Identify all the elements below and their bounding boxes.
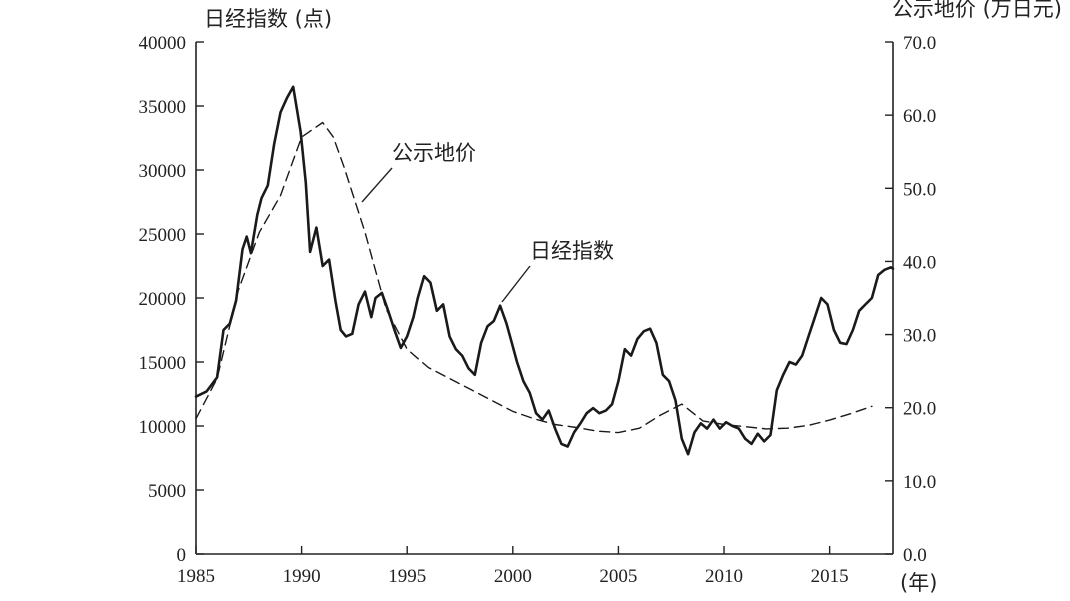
annotation-land-price: 公示地价: [392, 141, 476, 165]
leader-line-nikkei: [501, 265, 531, 303]
right-axis-title: 公示地价 (万日元): [892, 0, 1062, 21]
left-tick-label: 35000: [139, 97, 187, 118]
x-tick-label: 2000: [494, 566, 532, 587]
x-tick-label: 1995: [388, 566, 426, 587]
right-tick-label: 40.0: [903, 252, 936, 273]
left-tick-label: 0: [177, 545, 187, 566]
left-tick-label: 15000: [139, 353, 187, 374]
right-y-axis: 0.0 10.0 20.0 30.0 40.0 50.0 60.0 70.0: [885, 33, 936, 566]
right-tick-label: 60.0: [903, 106, 936, 127]
left-tick-label: 25000: [139, 225, 187, 246]
right-tick-label: 0.0: [903, 545, 927, 566]
left-y-axis: 0 5000 10000 15000 20000 25000 30000 35000 40000: [139, 33, 204, 566]
left-axis-title: 日经指数 (点): [204, 7, 332, 31]
x-tick-label: 2005: [599, 566, 637, 587]
left-tick-label: 20000: [139, 289, 187, 310]
left-tick-label: 5000: [148, 481, 186, 502]
plot-frame: [195, 42, 894, 555]
right-tick-label: 30.0: [903, 326, 936, 347]
x-axis-unit-label: (年): [900, 571, 937, 595]
labels-group: 日经指数 (点) 公示地价 (万日元) (年) 公示地价 日经指数: [204, 0, 1062, 595]
left-tick-label: 10000: [139, 417, 187, 438]
leader-line-land-price: [361, 167, 393, 203]
right-tick-label: 10.0: [903, 472, 936, 493]
left-tick-label: 30000: [139, 161, 187, 182]
x-tick-label: 2010: [705, 566, 743, 587]
annotation-nikkei: 日经指数: [530, 239, 614, 263]
series-line-land-price: [195, 121, 873, 434]
series-line-nikkei: [194, 85, 895, 456]
right-tick-label: 20.0: [903, 399, 936, 420]
series-group: [194, 85, 895, 456]
x-tick-label: 1985: [177, 566, 215, 587]
x-axis: 1985 1990 1995 2000 2005 2010 2015: [177, 546, 849, 587]
x-tick-label: 1990: [283, 566, 321, 587]
left-tick-label: 40000: [139, 33, 187, 54]
x-tick-label: 2015: [811, 566, 849, 587]
right-tick-label: 50.0: [903, 179, 936, 200]
right-tick-label: 70.0: [903, 33, 936, 54]
